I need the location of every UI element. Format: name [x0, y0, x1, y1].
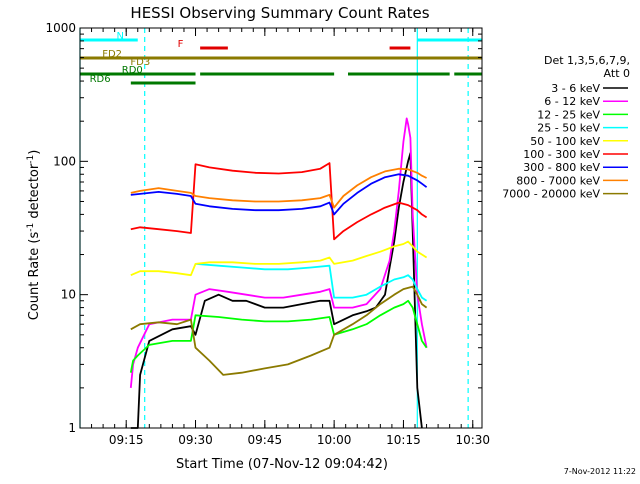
axes: 09:15 09:30 09:45 10:00 10:15 10:30 1 10 100 1000: [45, 21, 490, 447]
series-lines: [129, 117, 428, 429]
legend-label-1: 6 - 12 keV: [544, 95, 600, 108]
series-line-8: [130, 285, 428, 376]
y-tick-label-2: 100: [53, 154, 76, 168]
x-tick-label-1: 09:30: [178, 433, 213, 447]
legend-label-0: 3 - 6 keV: [551, 82, 600, 95]
series-line-5: [130, 162, 428, 241]
y-axis-label-main: Count Rate (s: [27, 232, 42, 321]
legend-title-line2: Att 0: [604, 67, 630, 80]
x-tick-label-3: 10:00: [317, 433, 352, 447]
flag-label-f: F: [178, 39, 184, 50]
x-tick-label-0: 09:15: [109, 433, 144, 447]
x-tick-label-2: 09:45: [248, 433, 283, 447]
series-line-6: [130, 173, 428, 216]
legend-label-5: 100 - 300 keV: [523, 148, 600, 161]
y-axis-label: Count Rate (s-1 detector-1): [26, 150, 42, 321]
flag-label-fd2: FD2: [102, 49, 122, 60]
y-axis-label-sup2: -1: [26, 155, 36, 164]
y-tick-label-0: 1: [68, 421, 76, 435]
legend-label-3: 25 - 50 keV: [537, 122, 600, 135]
series-line-7: [130, 167, 427, 209]
legend-title-line1: Det 1,3,5,6,7,9,: [544, 54, 630, 67]
y-tick-label-3: 1000: [45, 21, 76, 35]
legend-label-6: 300 - 800 keV: [523, 161, 600, 174]
series-line-2: [129, 299, 428, 373]
legend-label-7: 800 - 7000 keV: [516, 174, 600, 187]
flag-label-rd6: RD6: [90, 74, 111, 85]
series-line-3: [195, 263, 428, 302]
y-axis-label-sup1: -1: [26, 223, 36, 232]
flag-label-fd3: FD3: [130, 57, 150, 68]
flag-label-n: N: [116, 31, 123, 42]
x-axis-label: Start Time (07-Nov-12 09:04:42): [176, 457, 388, 472]
y-tick-label-1: 10: [61, 288, 76, 302]
legend-label-2: 12 - 25 keV: [537, 108, 600, 121]
series-line-4: [130, 240, 428, 277]
x-tick-label-4: 10:15: [386, 433, 421, 447]
y-axis-label-mid: detector: [27, 163, 42, 223]
footer-timestamp: 7-Nov-2012 11:22: [564, 467, 636, 476]
x-tick-label-5: 10:30: [455, 433, 490, 447]
series-line-1: [129, 117, 428, 388]
plot-frame: [79, 27, 483, 429]
series-line-0: [130, 152, 423, 429]
legend-label-4: 50 - 100 keV: [530, 135, 600, 148]
legend-label-8: 7000 - 20000 keV: [502, 188, 600, 201]
flag-label-rd0: RD0: [122, 65, 143, 76]
y-axis-label-end: ): [27, 150, 42, 155]
chart-title: HESSI Observing Summary Count Rates: [130, 4, 429, 22]
